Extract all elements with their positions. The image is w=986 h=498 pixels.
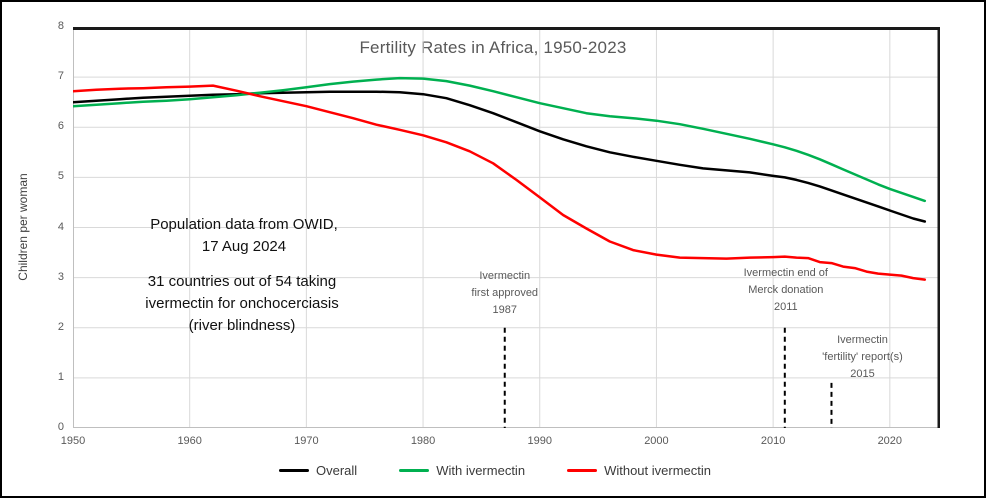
x-tick-label-1980: 1980 [410,435,436,447]
event-label-2015: Ivermectin'fertility' report(s) 2015 [822,334,903,380]
note-owid-line1: Population data from OWID, [150,216,338,233]
legend-item-overall: Overall [279,463,357,478]
legend: Overall With ivermectin Without ivermectin [2,463,984,478]
y-tick-label-6: 6 [57,120,64,133]
plot-area [73,27,940,428]
plot-svg [73,27,940,428]
y-tick-label-7: 7 [57,70,64,83]
x-tick-label-2010: 2010 [760,435,786,447]
legend-swatch-icon [279,469,310,472]
note-owid-line2: 17 Aug 2024 [201,238,287,255]
series-line-with-ivermectin [73,76,927,203]
x-tick-label-1990: 1990 [527,435,552,447]
legend-label: With ivermectin [436,463,526,478]
y-tick-label-5: 5 [57,170,64,183]
event-label-1987: Ivermectin first approved 1987 [471,270,539,316]
y-tick-label-8: 8 [57,20,64,32]
chart-title: Fertility Rates in Africa, 1950-2023 [359,38,627,57]
note-owid: Population data from OWID, 17 Aug 2024 [74,214,414,258]
event-label-2011: Ivermectin end of Merck donation 2011 [743,267,828,313]
y-tick-label-2: 2 [57,320,64,333]
legend-label: Without ivermectin [604,463,711,478]
series-line-without-ivermectin [73,84,927,281]
y-tick-label-1: 1 [57,370,64,383]
x-tick-label-1970: 1970 [294,435,319,447]
x-tick-label-1960: 1960 [177,435,202,447]
y-tick-label-0: 0 [57,421,64,433]
y-tick-label-3: 3 [57,270,64,283]
legend-label: Overall [316,463,358,478]
x-tick-label-2000: 2000 [644,435,669,447]
legend-swatch-icon [399,469,430,472]
legend-item-with-ivermectin: With ivermectin [399,463,525,478]
note-countries-line3: (river blindness) [188,317,296,334]
note-countries-line1: 31 countries out of 54 taking [147,273,337,290]
note-countries-line2: ivermectin for onchocerciasis [145,295,339,312]
legend-swatch-icon [567,469,598,472]
x-tick-label-1950: 1950 [60,435,86,447]
note-countries: 31 countries out of 54 taking ivermectin… [72,271,412,337]
x-tick-label-2020: 2020 [877,435,903,447]
legend-item-without-ivermectin: Without ivermectin [567,463,711,478]
series-line-overall [73,90,927,223]
y-tick-label-4: 4 [57,220,64,233]
